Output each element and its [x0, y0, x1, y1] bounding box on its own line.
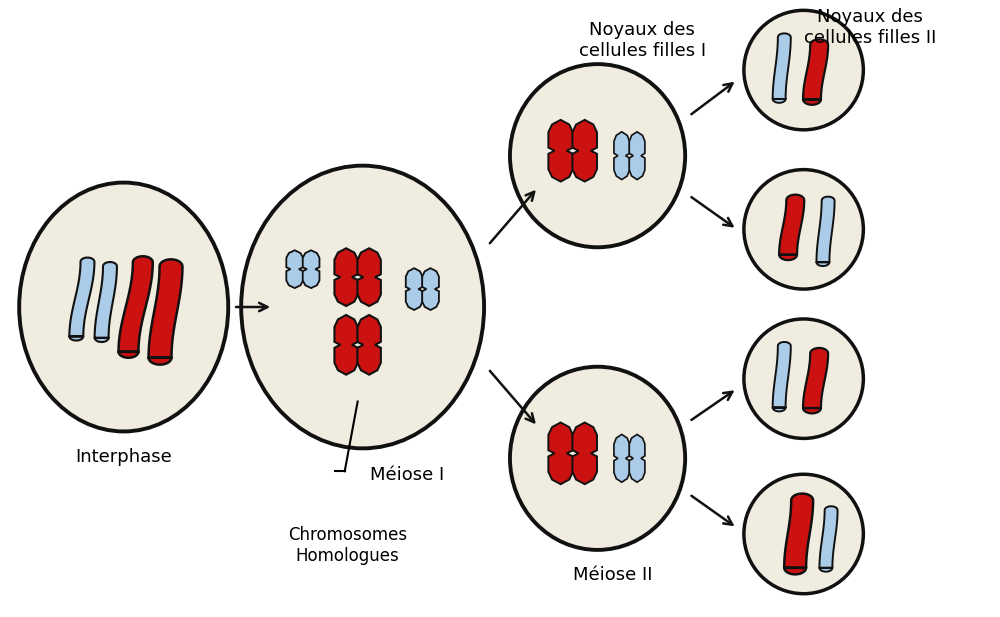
Polygon shape	[614, 132, 630, 180]
Polygon shape	[572, 120, 597, 181]
Polygon shape	[629, 434, 645, 482]
Polygon shape	[334, 315, 358, 375]
Polygon shape	[303, 251, 319, 288]
Polygon shape	[357, 248, 381, 306]
Text: Noyaux des
cellules filles II: Noyaux des cellules filles II	[804, 9, 937, 47]
Polygon shape	[406, 268, 423, 310]
Polygon shape	[95, 262, 117, 342]
Polygon shape	[773, 342, 791, 412]
Polygon shape	[819, 506, 838, 572]
Polygon shape	[773, 33, 791, 103]
Polygon shape	[803, 348, 828, 413]
Polygon shape	[548, 423, 573, 484]
Polygon shape	[119, 256, 153, 358]
Polygon shape	[286, 251, 303, 288]
Polygon shape	[69, 257, 94, 341]
Ellipse shape	[744, 319, 863, 439]
Polygon shape	[422, 268, 439, 310]
Text: Méiose I: Méiose I	[370, 466, 445, 484]
Text: Noyaux des
cellules filles I: Noyaux des cellules filles I	[579, 22, 706, 60]
Polygon shape	[784, 494, 813, 574]
Polygon shape	[149, 259, 182, 365]
Ellipse shape	[744, 474, 863, 594]
Polygon shape	[548, 120, 573, 181]
Polygon shape	[357, 315, 381, 375]
Polygon shape	[334, 248, 358, 306]
Polygon shape	[629, 132, 645, 180]
Ellipse shape	[510, 64, 685, 247]
Polygon shape	[816, 197, 835, 266]
Polygon shape	[779, 195, 804, 260]
Text: Méiose II: Méiose II	[573, 566, 652, 584]
Polygon shape	[614, 434, 630, 482]
Text: Chromosomes
Homologues: Chromosomes Homologues	[288, 526, 407, 565]
Polygon shape	[803, 39, 828, 105]
Ellipse shape	[19, 183, 228, 431]
Ellipse shape	[241, 165, 484, 449]
Text: Interphase: Interphase	[75, 449, 172, 466]
Ellipse shape	[744, 170, 863, 289]
Ellipse shape	[510, 366, 685, 550]
Polygon shape	[572, 423, 597, 484]
Ellipse shape	[744, 10, 863, 130]
